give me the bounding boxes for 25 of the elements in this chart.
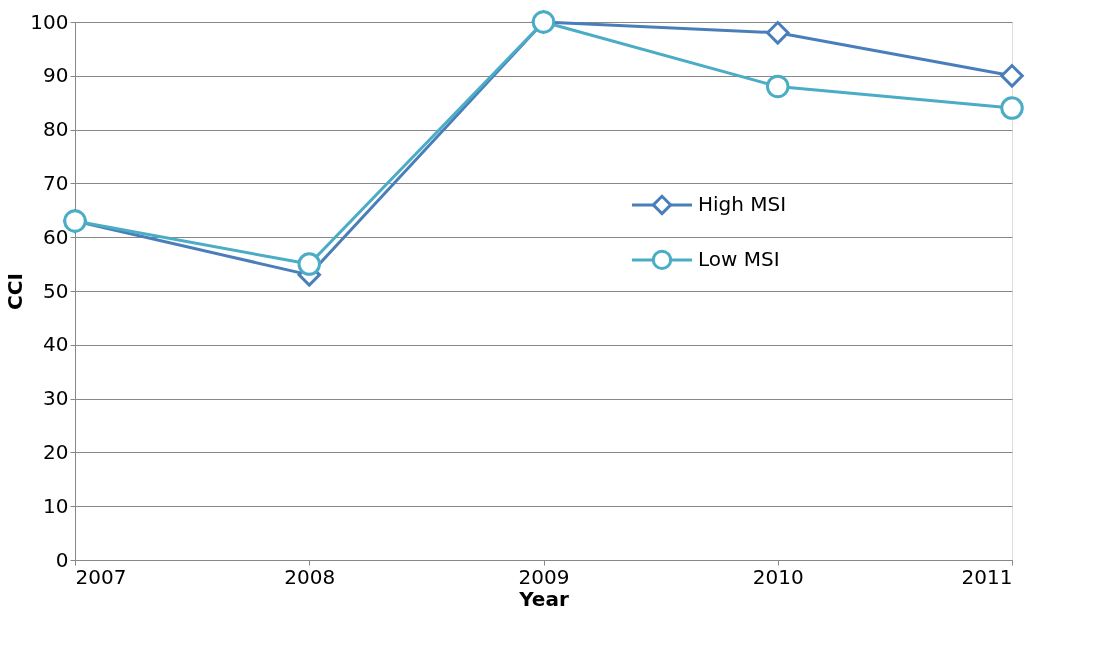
x-axis-title: Year [518,586,569,611]
point [297,252,321,276]
point [766,21,790,45]
point [766,74,790,99]
legend-label: Low MSI [698,246,780,271]
y-tick-label: 50 [43,278,69,303]
y-tick-label: 40 [43,332,69,357]
y-tick-label: 70 [43,170,69,195]
x-tick-label: 2011 [961,564,1013,589]
y-tick-label: 10 [43,493,69,518]
y-tick-label: 20 [43,439,69,464]
y-tick-label: 100 [30,9,69,34]
x-tick-label: 2007 [75,564,127,589]
y-tick-label: 80 [43,117,69,142]
point [1000,64,1024,88]
x-tick-label: 2009 [518,564,570,589]
y-tick-label: 90 [43,63,69,88]
y-tick-label: 0 [55,547,69,572]
x-tick-label: 2010 [752,564,804,589]
y-tick-label: 60 [43,224,69,249]
point [1000,96,1024,120]
legend-label: High MSI [698,191,787,216]
y-axis-title: CCI [3,273,28,310]
y-tick-label: 30 [43,386,69,411]
x-tick-label: 2008 [284,564,336,589]
